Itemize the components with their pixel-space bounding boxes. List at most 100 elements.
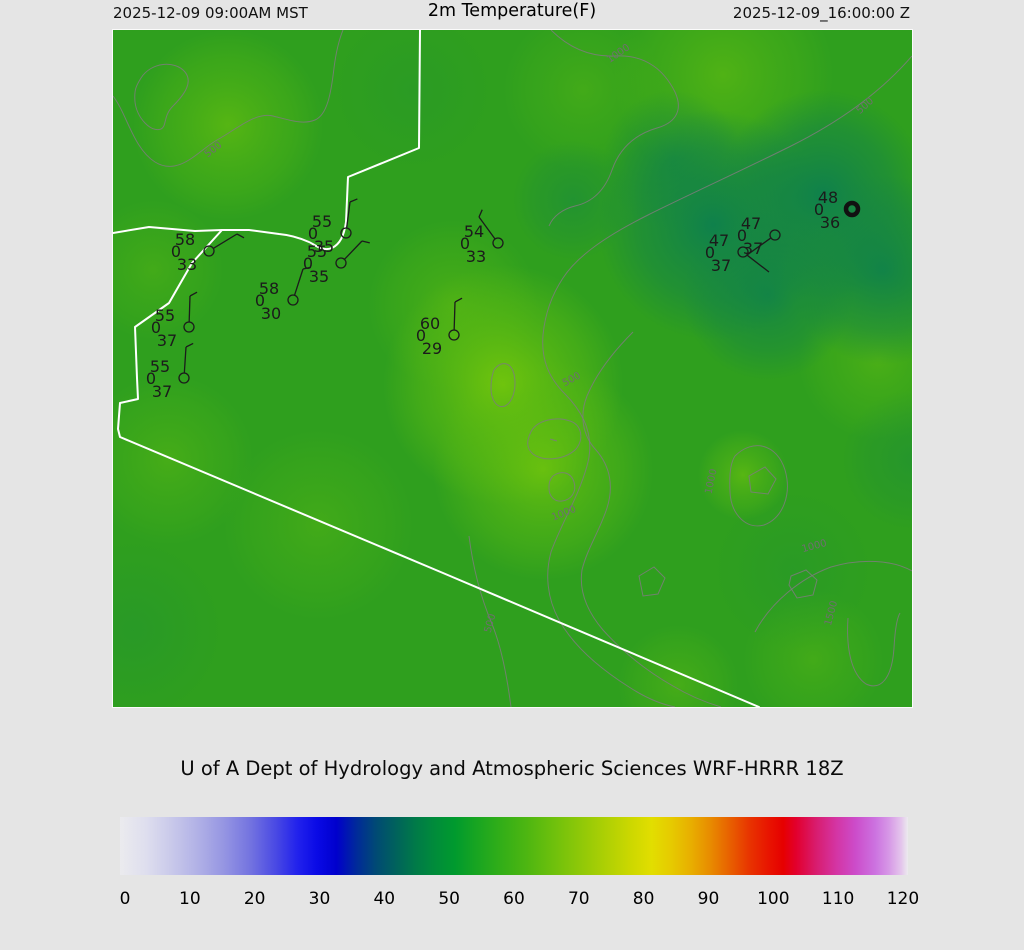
colorbar-tick-label: 110: [821, 889, 855, 909]
station-cloud-value: 0: [416, 326, 426, 345]
station-circle: [737, 246, 749, 258]
colorbar-tick-label: 10: [179, 889, 201, 909]
station-temperature: 47: [741, 214, 761, 233]
station-dewpoint: 36: [820, 213, 840, 232]
wind-barb-tick: [189, 291, 198, 297]
colorbar-gradient: [120, 817, 908, 875]
station-circle: [335, 257, 347, 269]
colorbar-tick-label: 50: [438, 889, 460, 909]
station-cloud-value: 0: [705, 243, 715, 262]
station-cloud-value: 0: [151, 318, 161, 337]
border-az-nv-colorado-river: [113, 30, 421, 251]
wind-barb-staff: [188, 295, 191, 323]
valid-time-utc: 2025-12-09_16:00:00 Z: [732, 4, 910, 22]
wind-barb-staff: [345, 201, 351, 229]
station-temperature: 55: [155, 306, 175, 325]
wind-barb-tick: [185, 342, 194, 348]
station-temperature: 55: [312, 212, 332, 231]
station-dewpoint: 37: [152, 382, 172, 401]
station-dewpoint: 30: [261, 304, 281, 323]
state-borders: [113, 30, 760, 707]
wind-barb-staff: [746, 237, 771, 256]
station-temperature: 48: [818, 188, 838, 207]
station-circle: [492, 237, 504, 249]
caption: U of A Dept of Hydrology and Atmospheric…: [180, 757, 844, 780]
station-dewpoint: 33: [466, 247, 486, 266]
station-plot-layer: 5803355035550355803055037550375403360029…: [146, 188, 861, 401]
wind-barb-staff: [746, 254, 770, 273]
wind-barb-staff: [478, 216, 496, 240]
colorbar-tick-label: 90: [697, 889, 720, 909]
wind-barb-staff: [453, 301, 456, 330]
station-circle: [769, 229, 781, 241]
contour-label: 1000: [704, 468, 720, 495]
station-circle: [183, 321, 195, 333]
station-cloud-value: 0: [255, 291, 265, 310]
contour-label: 500: [483, 613, 499, 634]
colorbar-tick-label: 0: [119, 889, 131, 909]
wind-barb-tick: [478, 209, 483, 218]
station-circle: [287, 294, 299, 306]
station-cloud-value: 0: [146, 369, 156, 388]
colorbar-tick-label: 30: [308, 889, 331, 909]
wind-barb-tick: [236, 233, 245, 239]
wind-barb-staff: [183, 346, 187, 374]
station-cloud-value: 0: [460, 234, 470, 253]
temperature-shading: [113, 30, 912, 707]
colorbar-tick-label: 40: [373, 889, 396, 909]
station-temperature: 58: [175, 230, 195, 249]
station-circle: [340, 227, 352, 239]
station-cloud-value: 0: [737, 226, 747, 245]
height-contours: [113, 30, 912, 707]
colorbar-tick-label: 120: [886, 889, 920, 909]
station-dewpoint: 37: [157, 331, 177, 350]
wind-barb-tick: [302, 266, 311, 270]
station-dewpoint: 35: [314, 237, 334, 256]
station-temperature: 54: [464, 222, 484, 241]
colorbar-tick-label: 100: [757, 889, 790, 909]
colorbar-tick-label: 80: [632, 889, 655, 909]
border-az-ca-mexico: [117, 229, 760, 707]
station-cloud-value: 0: [303, 254, 313, 273]
station-cloud-value: 0: [308, 224, 318, 243]
wind-barb-staff: [213, 233, 238, 249]
wind-barb-tick: [361, 240, 370, 244]
station-dewpoint: 37: [711, 256, 731, 275]
station-cloud-value: 0: [171, 242, 181, 261]
colorbar-tick-label: 60: [503, 889, 525, 909]
station-circle: [448, 329, 460, 341]
station-temperature: 58: [259, 279, 279, 298]
colorbar-tick-label: 70: [567, 889, 590, 909]
station-circle-overcast: [843, 200, 861, 218]
wind-barb-staff: [293, 268, 304, 296]
station-temperature: 55: [307, 242, 327, 261]
valid-time-local: 2025-12-09 09:00AM MST: [113, 4, 308, 22]
colorbar-tick-label: 20: [243, 889, 266, 909]
station-circle: [178, 372, 190, 384]
station-temperature: 60: [420, 314, 440, 333]
station-cloud-value: 0: [814, 200, 824, 219]
wind-barb-staff: [343, 240, 363, 260]
station-temperature: 47: [709, 231, 729, 250]
station-circle: [203, 245, 215, 257]
map-panel: 500 1000 500 500 1000 1000 1000 1500 500 58 0 33 55…: [112, 29, 913, 708]
wind-barb-tick: [349, 198, 358, 203]
station-dewpoint: 29: [422, 339, 442, 358]
plot-title: 2m Temperature(F): [427, 1, 597, 21]
station-dewpoint: 33: [177, 255, 197, 274]
wind-barb-tick: [454, 297, 463, 303]
station-temperature: 55: [150, 357, 170, 376]
station-dewpoint: 35: [309, 267, 329, 286]
